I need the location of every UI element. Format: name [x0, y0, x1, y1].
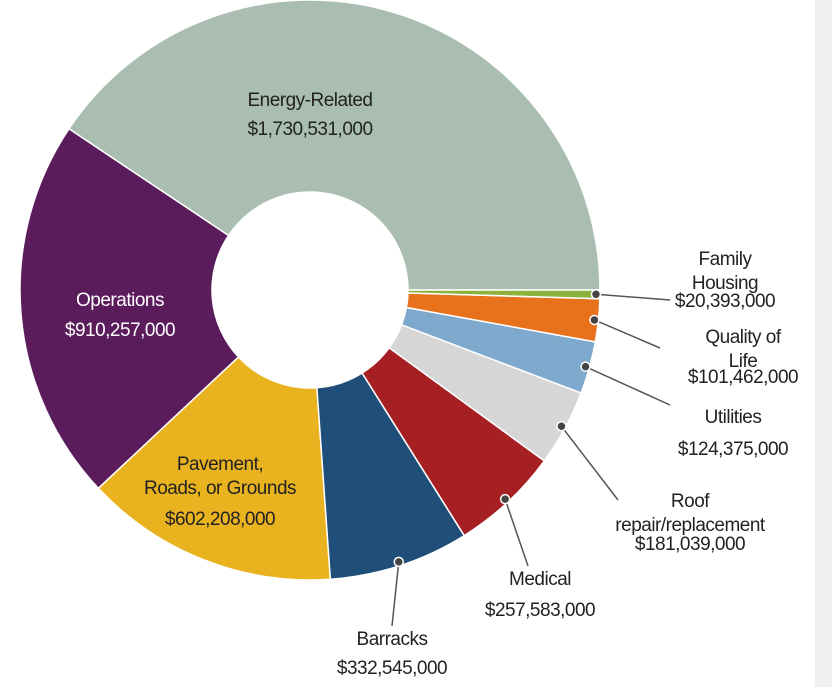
slice-value: $20,393,000 [674, 291, 776, 312]
leader-line [560, 425, 619, 501]
slice-name: Utilities [704, 407, 762, 428]
leader-dot [590, 289, 602, 300]
slice-name: Barracks [356, 629, 428, 650]
leader-dot [580, 361, 591, 372]
leader-line [594, 319, 661, 349]
slice-value: $101,462,000 [687, 367, 799, 388]
slice-name: Medical [509, 569, 571, 590]
slice-name: Family Housing [691, 249, 759, 294]
leader-line [504, 498, 529, 567]
leader-line [595, 293, 671, 301]
slice-value: $602,208,000 [164, 509, 276, 530]
slice-name: Operations [76, 290, 164, 311]
leader-dot [499, 493, 511, 505]
donut-slice [97, 355, 332, 581]
leader-line [585, 365, 671, 406]
leader-line [391, 561, 400, 627]
slice-name: Energy-Related [247, 90, 373, 111]
slice-name: Quality of Life [705, 327, 781, 372]
leader-dot [393, 556, 405, 568]
side-strip [815, 0, 832, 687]
slice-name: Pavement, Roads, or Grounds [143, 454, 297, 499]
slice-value: $257,583,000 [484, 600, 596, 621]
leader-dot [589, 314, 600, 326]
slice-value: $910,257,000 [64, 320, 176, 341]
slice-value: $1,730,531,000 [247, 119, 373, 140]
donut-hole [212, 192, 408, 388]
slice-value: $124,375,000 [677, 439, 789, 460]
slice-value: $181,039,000 [634, 534, 746, 555]
slice-name: Roof repair/replacement [615, 491, 765, 536]
slice-value: $332,545,000 [336, 658, 448, 679]
leader-dot [556, 421, 567, 432]
